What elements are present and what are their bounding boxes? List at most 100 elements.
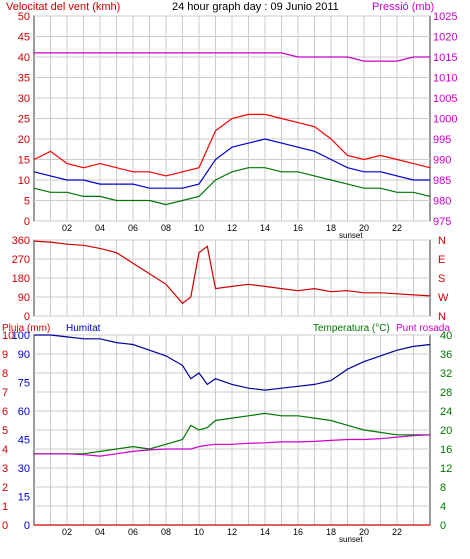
x-tick-label: 22	[392, 527, 402, 537]
rain-tick-label: 0	[2, 520, 8, 532]
humidity-tick-label: 0	[24, 520, 30, 532]
x-tick-label: 04	[95, 527, 105, 537]
x-tick-label: 04	[95, 223, 105, 233]
rain-tick-label: 8	[2, 368, 8, 380]
rain-tick-label: 4	[2, 444, 8, 456]
x-tick-label: 16	[293, 223, 303, 233]
temperature-tick-label: 4	[440, 501, 446, 513]
wind-direction-series	[33, 240, 431, 305]
direction-tick-label: 90	[18, 292, 30, 304]
x-tick-label: 20	[359, 223, 369, 233]
temperature-tick-label: 12	[440, 463, 452, 475]
wind-tick-label: 15	[18, 155, 30, 167]
temperature-tick-label: 16	[440, 444, 452, 456]
humidity-axis-label: Humitat	[66, 323, 101, 334]
pressure-tick-label: 995	[433, 134, 451, 146]
temperature-tick-label: 20	[440, 425, 452, 437]
compass-label: N	[438, 311, 446, 323]
wind-tick-label: 50	[18, 11, 30, 23]
wind-max-line	[33, 113, 431, 177]
temperature-line	[34, 412, 430, 455]
x-tick-label: 10	[194, 223, 204, 233]
wind-tick-label: 25	[18, 114, 30, 126]
rain-tick-label: 9	[2, 349, 8, 361]
x-tick-label: 06	[128, 527, 138, 537]
humidity-line	[34, 334, 431, 391]
temperature-tick-label: 0	[440, 520, 446, 532]
direction-line	[33, 240, 431, 305]
temperature-tick-label: 8	[440, 482, 446, 494]
wind-tick-label: 20	[18, 134, 30, 146]
pressure-tick-label: 1020	[433, 32, 457, 44]
x-tick-label: 12	[227, 527, 237, 537]
temperature-axis-label: Temperatura (°C)	[313, 323, 390, 334]
temperature-tick-label: 32	[440, 368, 452, 380]
pressure-tick-label: 990	[433, 155, 451, 167]
humidity-tick-label: 45	[18, 435, 30, 447]
rain-tick-label: 3	[2, 463, 8, 475]
direction-tick-label: 180	[12, 273, 30, 285]
direction-tick-label: 360	[12, 235, 30, 247]
humidity-tick-label: 90	[18, 349, 30, 361]
x-tick-label: 14	[260, 223, 270, 233]
temperature-tick-label: 28	[440, 387, 452, 399]
x-tick-label: 20	[359, 527, 369, 537]
x-tick-label: 08	[161, 527, 171, 537]
temp-humidity-series	[34, 334, 431, 526]
direction-tick-label: 270	[12, 254, 30, 266]
x-tick-label: 14	[260, 527, 270, 537]
wind-pressure-grid	[34, 15, 430, 222]
pressure-tick-label: 975	[433, 216, 451, 228]
rain-tick-label: 1	[2, 501, 8, 513]
wind-tick-label: 35	[18, 73, 30, 85]
pressure-axis-label: Pressió (mb)	[372, 1, 434, 13]
temperature-tick-label: 36	[440, 349, 452, 361]
rain-axis-label: Pluja (mm)	[2, 323, 50, 334]
pressure-tick-label: 1010	[433, 73, 457, 85]
rain-tick-label: 7	[2, 387, 8, 399]
sunset-label: sunset	[339, 231, 363, 240]
wind-avg-line	[33, 167, 431, 206]
x-tick-label: 02	[62, 527, 72, 537]
humidity-tick-label: 75	[18, 378, 30, 390]
wind-tick-label: 5	[24, 196, 30, 208]
pressure-tick-label: 1005	[433, 93, 457, 105]
x-tick-label: 06	[128, 223, 138, 233]
pressure-tick-label: 980	[433, 196, 451, 208]
x-tick-label: 18	[326, 527, 336, 537]
x-tick-label: 16	[293, 527, 303, 537]
wind-pressure-axes: 02 04 06 08 10 12 14 16 18 20 22sunset051015202530…	[18, 11, 458, 240]
dewpoint-axis-label: Punt rosada	[396, 323, 450, 334]
wind-tick-label: 10	[18, 175, 30, 187]
compass-label: E	[438, 254, 445, 266]
dew-point-line	[34, 434, 431, 457]
pressure-line	[34, 52, 430, 62]
wind-tick-label: 30	[18, 93, 30, 105]
pressure-tick-label: 985	[433, 175, 451, 187]
humidity-tick-label: 30	[18, 463, 30, 475]
wind-gust-line	[33, 138, 430, 189]
pressure-tick-label: 1025	[433, 11, 457, 23]
chart-title: 24 hour graph day : 09 Junio 2011	[172, 1, 339, 13]
wind-direction-grid	[34, 239, 430, 317]
x-tick-label: 18	[326, 223, 336, 233]
compass-label: N	[438, 235, 446, 247]
wind-axis-label: Velocitat del vent (kmh)	[6, 1, 120, 13]
compass-label: W	[438, 292, 449, 304]
x-tick-label: 02	[62, 223, 72, 233]
humidity-tick-label: 60	[18, 406, 30, 418]
compass-label: S	[438, 273, 445, 285]
rain-tick-label: 6	[2, 406, 8, 418]
wind-tick-label: 0	[24, 216, 30, 228]
temperature-tick-label: 24	[440, 406, 452, 418]
wind-pressure-series	[33, 52, 431, 206]
sunset-label: sunset	[339, 535, 363, 544]
x-tick-label: 12	[227, 223, 237, 233]
x-tick-label: 08	[161, 223, 171, 233]
rain-tick-label: 5	[2, 425, 8, 437]
rain-tick-label: 2	[2, 482, 8, 494]
temp-humidity-axes: 02 04 06 08 10 12 14 16 18 20 22sunset012345678910…	[2, 330, 452, 544]
humidity-tick-label: 15	[18, 492, 30, 504]
